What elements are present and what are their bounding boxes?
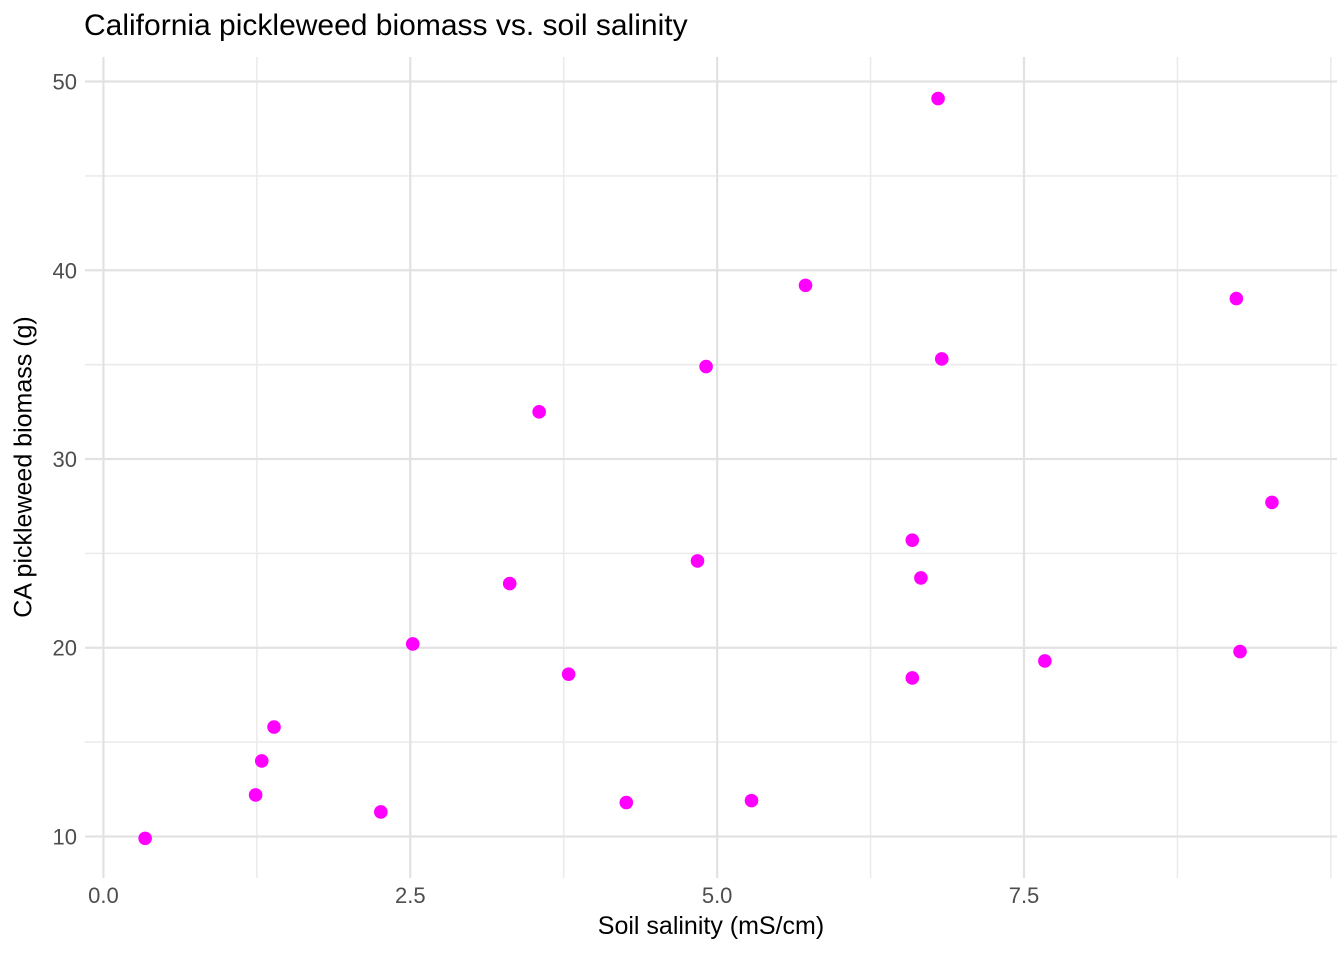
data-point (248, 788, 263, 802)
data-point (744, 793, 759, 808)
x-tick-label: 0.0 (88, 883, 119, 908)
y-tick-label: 10 (53, 824, 77, 849)
data-point (532, 405, 546, 419)
data-point (1265, 495, 1279, 510)
data-point (905, 533, 920, 547)
y-tick-label: 20 (53, 636, 77, 661)
data-point (905, 671, 920, 685)
data-point (1229, 291, 1244, 306)
y-tick-label: 50 (53, 70, 77, 95)
y-tick-label: 40 (53, 258, 77, 283)
x-axis-title: Soil salinity (mS/cm) (597, 912, 825, 940)
data-point (405, 637, 420, 651)
data-point (138, 831, 152, 846)
data-point (1233, 644, 1247, 659)
data-point (690, 554, 705, 568)
data-point (798, 278, 813, 293)
x-tick-label: 2.5 (395, 883, 426, 908)
data-point (934, 352, 949, 366)
data-point (267, 720, 281, 734)
data-point (374, 805, 388, 819)
x-tick-label: 5.0 (702, 883, 733, 908)
data-point (699, 359, 713, 374)
data-point (619, 795, 634, 810)
data-point (1038, 654, 1052, 668)
chart-title: California pickleweed biomass vs. soil s… (84, 9, 688, 42)
data-point (561, 667, 576, 681)
data-point (254, 754, 269, 768)
data-point (914, 571, 928, 585)
data-point (502, 576, 517, 591)
y-tick-label: 30 (53, 447, 77, 472)
data-point (931, 91, 945, 106)
x-tick-label: 7.5 (1009, 883, 1040, 908)
